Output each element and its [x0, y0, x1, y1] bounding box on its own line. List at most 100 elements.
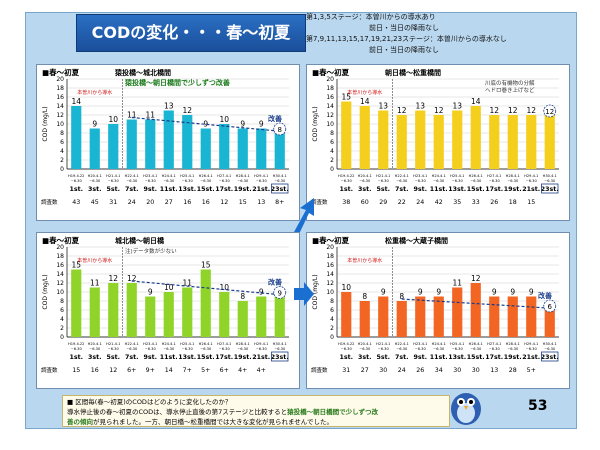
y-tick-label: 12: [56, 280, 64, 287]
date-label: H21.4.1: [376, 174, 390, 178]
summary-box: ■ 区間毎(春～初夏)のCODはどのように変化したのか？ 導水停止後の春～初夏の…: [62, 395, 450, 427]
improve-label: 改善: [268, 278, 282, 287]
data-label: 11: [90, 279, 100, 288]
data-label: 9: [436, 288, 441, 297]
date-label: ~6.30: [507, 347, 519, 351]
x-tick-label: 7st.: [395, 354, 409, 361]
highlight-circle: [543, 104, 557, 118]
survey-count: 12: [220, 199, 228, 206]
survey-count: 7+: [183, 367, 192, 374]
y-tick-label: 18: [326, 253, 334, 260]
summary-highlight: 善の傾向: [67, 418, 93, 426]
data-label: 9: [510, 288, 515, 297]
bar: [359, 301, 370, 337]
x-tick-label: 17st.: [485, 186, 503, 193]
x-tick-label: 9st.: [413, 354, 427, 361]
chart-panel-sanage-johoku: 0 2 4 6 8 10 12 14 16 18 20 COD (mg/L) 14 H19.4.22 ~6.…: [36, 64, 300, 221]
data-label: 11: [452, 279, 462, 288]
bar: [489, 296, 500, 337]
date-label: H26.4.1: [469, 342, 483, 346]
data-label: 8: [399, 292, 404, 301]
date-label: H27.4.1: [217, 342, 231, 346]
y-tick-label: 4: [330, 148, 334, 155]
survey-count: 33: [472, 199, 480, 206]
survey-count: 5+: [201, 367, 210, 374]
data-label: 9: [148, 288, 153, 297]
date-label: H28.4.1: [506, 342, 520, 346]
y-tick-label: 8: [60, 298, 64, 305]
y-axis-label: COD (mg/L): [42, 274, 49, 309]
x-tick-label: 15st.: [197, 186, 215, 193]
bar: [341, 101, 352, 169]
x-tick-label: 9st.: [143, 354, 157, 361]
x-tick-label: 3st.: [358, 354, 372, 361]
survey-count: 15: [72, 367, 80, 374]
legend-line: 前日・当日の降雨なし: [306, 24, 439, 32]
date-label: H28.4.1: [506, 174, 520, 178]
date-label: ~6.30: [89, 179, 101, 183]
x-tick-label: 11st.: [430, 186, 448, 193]
bar: [378, 296, 389, 337]
data-label: 13: [378, 102, 388, 111]
chart-season-title: ■春～初夏: [312, 235, 350, 245]
bar: [126, 119, 137, 169]
bar: [200, 269, 211, 337]
chart-panel-johoku-asahi: 0 2 4 6 8 10 12 14 16 18 20 COD (mg/L) 15 H19.4.22 ~6.…: [36, 232, 300, 389]
survey-count: 60: [361, 199, 369, 206]
data-label: 14: [71, 97, 81, 106]
bar: [396, 115, 407, 169]
date-label: H23.4.1: [143, 174, 157, 178]
data-label: 15: [341, 93, 351, 102]
y-tick-label: 8: [330, 298, 334, 305]
data-label: 14: [360, 97, 370, 106]
survey-count: 34: [435, 367, 443, 374]
data-label: 10: [219, 283, 229, 292]
date-label: H19.4.22: [68, 174, 84, 178]
date-label: H20.4.1: [358, 342, 372, 346]
y-tick-label: 2: [330, 325, 334, 332]
date-label: ~6.30: [544, 179, 556, 183]
data-label: 9: [259, 120, 264, 129]
bar: [396, 301, 407, 337]
date-label: H30.4.1: [273, 342, 287, 346]
x-tick-label: 7st.: [125, 186, 139, 193]
date-label: ~6.30: [256, 179, 268, 183]
date-label: H27.4.1: [487, 342, 501, 346]
date-label: ~6.30: [378, 179, 390, 183]
survey-count: 43: [72, 199, 80, 206]
y-tick-label: 2: [60, 325, 64, 332]
data-label: 12: [108, 274, 118, 283]
date-label: H21.4.1: [376, 342, 390, 346]
survey-count: 16: [202, 199, 210, 206]
x-tick-label: 19st.: [504, 354, 522, 361]
y-tick-label: 6: [330, 307, 334, 314]
x-tick-label: 13st.: [448, 186, 466, 193]
date-label: H22.4.1: [395, 342, 409, 346]
date-label: H29.4.1: [524, 174, 538, 178]
chart-panel-matsushige-okurako: 0 2 4 6 8 10 12 14 16 18 20 COD (mg/L) 10 H19.4.22 ~6.…: [306, 232, 570, 389]
y-tick-label: 8: [330, 130, 334, 137]
x-tick-label: 21st.: [522, 186, 540, 193]
summary-line: 導水停止後の春～初夏のCODは、導水停止直後の第7ステージと比較すると猿投橋～朝…: [67, 407, 445, 417]
y-tick-label: 18: [56, 85, 64, 92]
y-tick-label: 4: [60, 316, 64, 323]
y-tick-label: 10: [56, 121, 64, 128]
bar: [433, 115, 444, 169]
bar: [126, 283, 137, 337]
x-tick-label: 11st.: [430, 354, 448, 361]
y-tick-label: 4: [330, 316, 334, 323]
date-label: H22.4.1: [395, 174, 409, 178]
highlight-value: 12: [545, 108, 554, 116]
x-tick-label: 1st.: [69, 354, 83, 361]
y-axis-label: COD (mg/L): [312, 106, 319, 141]
survey-count: 8+: [275, 199, 284, 206]
bar: [274, 296, 285, 337]
chart-panel-asahi-matsushige: 0 2 4 6 8 10 12 14 16 18 20 COD (mg/L) 15 H19.4.22 ~6.…: [306, 64, 570, 221]
y-tick-label: 16: [56, 262, 64, 269]
data-label: 13: [164, 102, 174, 111]
survey-count: 24: [398, 367, 406, 374]
bar: [470, 283, 481, 337]
chart-section-title: 朝日橋～松重橋間: [385, 68, 441, 77]
y-tick-label: 0: [60, 166, 64, 173]
